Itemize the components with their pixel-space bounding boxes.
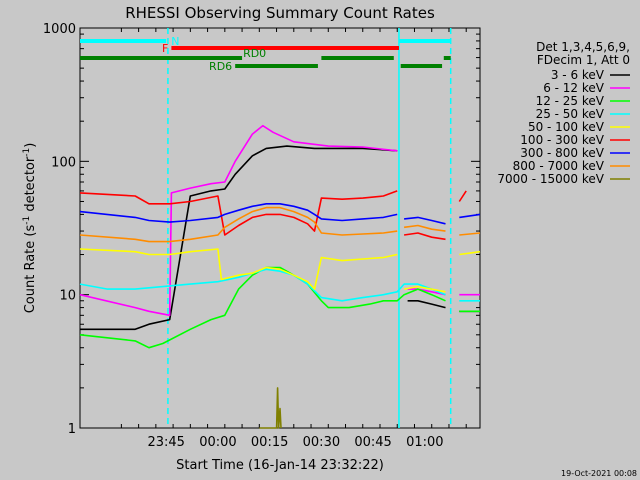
status-bar-rd6 (235, 64, 318, 68)
y-tick-label: 10 (59, 289, 76, 304)
x-tick-label: 01:00 (406, 435, 443, 450)
series-group (79, 124, 481, 429)
y-axis-label-rest: detector (23, 156, 38, 216)
y-tick-label: 1000 (43, 22, 76, 37)
legend-entry-label: 7000 - 15000 keV (497, 172, 604, 186)
y-axis-label: Count Rate (s-1 detector-1) (22, 143, 38, 314)
status-bars: NF RD0 RD6 (80, 35, 451, 73)
y-axis-label-sup2: -1 (22, 148, 32, 157)
x-tick-label: 00:15 (251, 435, 288, 450)
status-bar-n (80, 39, 167, 43)
legend-entry-label: 300 - 800 keV (520, 146, 604, 160)
status-label-n: N (171, 35, 179, 48)
series-line-4 (79, 248, 481, 293)
series-line-8 (259, 387, 282, 429)
series-line-7 (79, 206, 481, 243)
status-bar-n (398, 39, 451, 43)
legend-entry-label: 6 - 12 keV (543, 81, 605, 95)
y-axis: 1 10 100 1000 (43, 22, 480, 437)
legend-entry-label: 25 - 50 keV (536, 107, 605, 121)
status-bar-rd6 (400, 64, 443, 68)
y-axis-label-main: Count Rate (s (23, 225, 38, 314)
status-label-f: F (162, 42, 168, 55)
y-axis-label-end: ) (23, 143, 38, 148)
legend-entry-label: 800 - 7000 keV (513, 159, 605, 173)
x-tick-label: 23:45 (147, 435, 184, 450)
legend-title-line-2: FDecim 1, Att 0 (537, 53, 630, 67)
status-bar-rd0 (321, 56, 394, 60)
legend-title-line-1: Det 1,3,4,5,6,9, (536, 40, 630, 54)
x-tick-label: 00:30 (303, 435, 340, 450)
legend-entry-label: 100 - 300 keV (520, 133, 604, 147)
legend: Det 1,3,4,5,6,9, FDecim 1, Att 0 3 - 6 k… (497, 40, 630, 186)
status-bar-rd0 (80, 56, 243, 60)
reference-lines (167, 28, 452, 428)
legend-entry-label: 3 - 6 keV (551, 68, 605, 82)
status-bar-rd0 (443, 56, 451, 60)
legend-entry-label: 50 - 100 keV (528, 120, 605, 134)
plot-area (79, 27, 481, 429)
plot-frame (79, 27, 481, 429)
y-tick-label: 1 (68, 422, 76, 437)
y-axis-label-sup: -1 (22, 216, 32, 225)
chart-title: RHESSI Observing Summary Count Rates (125, 4, 435, 22)
x-axis: 23:45 00:00 00:15 00:30 00:45 01:00 (120, 28, 467, 450)
series-line-1 (79, 124, 480, 317)
status-label-rd0: RD0 (243, 47, 266, 60)
y-tick-label: 100 (51, 155, 76, 170)
legend-entry-label: 12 - 25 keV (536, 94, 605, 108)
status-bar-f (171, 46, 399, 50)
series-line-5 (79, 190, 467, 241)
x-tick-label: 00:00 (199, 435, 236, 450)
status-label-rd6: RD6 (209, 60, 232, 73)
series-line-6 (79, 203, 481, 225)
x-tick-label: 00:45 (354, 435, 391, 450)
generation-timestamp: 19-Oct-2021 00:08 (561, 469, 637, 478)
x-axis-label: Start Time (16-Jan-14 23:32:22) (176, 458, 384, 473)
